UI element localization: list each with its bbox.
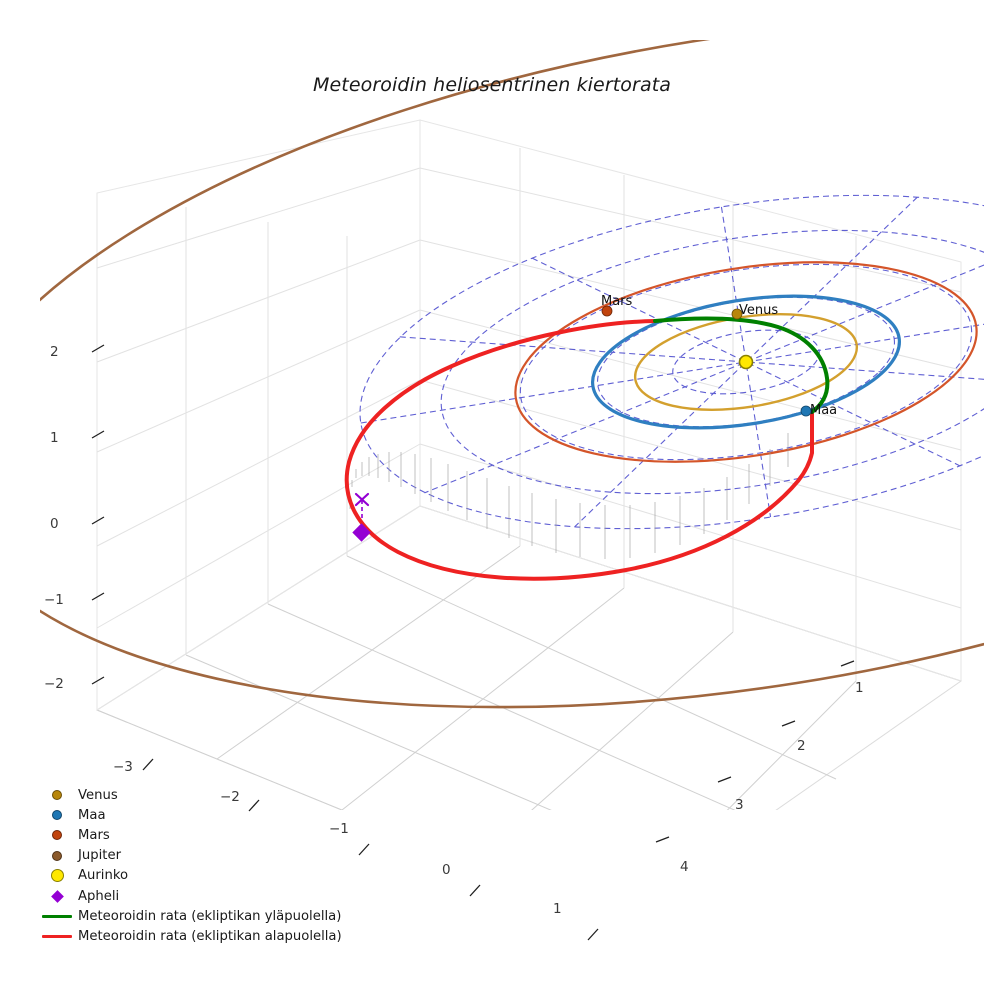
z-tick-label-4: −2 — [44, 676, 64, 692]
z-tick-label-2: 0 — [50, 516, 59, 532]
axis-ticks — [91, 344, 855, 941]
marker-mars — [601, 305, 613, 317]
legend-item-track-below[interactable]: Meteoroidin rata (ekliptikan alapuolella… — [36, 926, 366, 946]
mars-dot-icon — [36, 830, 78, 841]
x-tick-label-0: −3 — [113, 759, 133, 775]
y-tick-label-1: 2 — [797, 738, 806, 754]
right-pane — [419, 119, 962, 682]
orbit-jupiter — [40, 40, 984, 709]
legend-label-jupiter: Jupiter — [78, 848, 121, 864]
legend-item-aurinko[interactable]: Aurinko — [36, 866, 366, 886]
red-line-icon — [36, 935, 78, 938]
orbit-maa — [591, 294, 901, 430]
legend-item-maa[interactable]: Maa — [36, 805, 366, 825]
apheli-diamond-icon — [36, 889, 78, 903]
aphelion-projection-x-icon — [354, 492, 370, 507]
body-label-maa: Maa — [810, 403, 838, 418]
x-tick-label-1: −2 — [220, 789, 240, 805]
marker-venus — [731, 308, 743, 320]
marker-aphelion — [352, 523, 371, 542]
legend-label-apheli: Apheli — [78, 888, 120, 904]
meteoroid-track-below-ecliptic — [344, 319, 814, 581]
legend-label-aurinko: Aurinko — [78, 868, 129, 884]
page-title: Meteoroidin heliosentrinen kiertorata — [313, 74, 671, 96]
legend-item-venus[interactable]: Venus — [36, 785, 366, 805]
legend-label-venus: Venus — [78, 787, 118, 803]
marker-maa — [800, 405, 812, 417]
left-pane — [96, 119, 421, 711]
x-tick-label-3: 0 — [442, 862, 451, 878]
legend-label-mars: Mars — [78, 827, 110, 843]
marker-aurinko — [738, 354, 754, 370]
body-label-mars: Mars — [601, 294, 633, 309]
maa-dot-icon — [36, 810, 78, 821]
axes-pane-grid — [95, 119, 963, 810]
jupiter-dot-icon — [36, 850, 78, 861]
aurinko-dot-icon — [36, 869, 78, 883]
legend-label-track-above: Meteoroidin rata (ekliptikan yläpuolella… — [78, 908, 342, 924]
legend-item-apheli[interactable]: Apheli — [36, 886, 366, 906]
x-tick-label-4: 1 — [553, 901, 562, 917]
orbit-mars — [514, 261, 978, 463]
z-tick-label-3: −1 — [44, 592, 64, 608]
y-tick-label-0: 1 — [855, 680, 864, 696]
ecliptic-reference-grid — [359, 194, 984, 530]
y-tick-label-2: 3 — [735, 797, 744, 813]
legend-item-track-above[interactable]: Meteoroidin rata (ekliptikan yläpuolella… — [36, 906, 366, 926]
legend: Venus Maa Mars Jupiter Aurinko — [36, 785, 366, 947]
meteoroid-projection-stems — [348, 433, 789, 559]
legend-label-track-below: Meteoroidin rata (ekliptikan alapuolella… — [78, 928, 342, 944]
z-tick-label-0: 2 — [50, 344, 59, 360]
body-label-venus: Venus — [739, 303, 779, 318]
meteoroid-track-above-ecliptic — [653, 316, 830, 414]
legend-item-mars[interactable]: Mars — [36, 825, 366, 845]
x-tick-label-2: −1 — [329, 821, 349, 837]
z-tick-label-1: 1 — [50, 430, 59, 446]
venus-dot-icon — [36, 790, 78, 801]
legend-label-maa: Maa — [78, 807, 106, 823]
green-line-icon — [36, 914, 78, 918]
body-markers — [601, 305, 812, 417]
y-tick-label-3: 4 — [680, 859, 689, 875]
legend-item-jupiter[interactable]: Jupiter — [36, 846, 366, 866]
